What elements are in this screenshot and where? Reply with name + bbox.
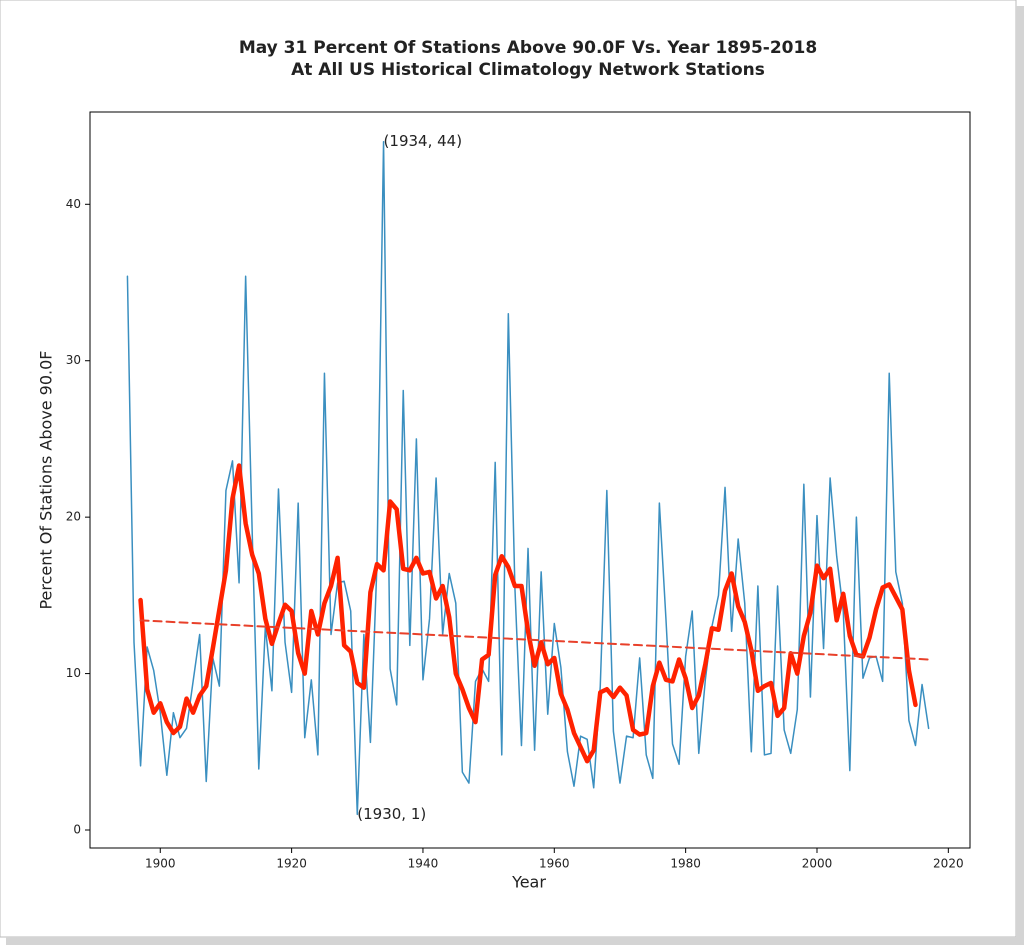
data-line — [139, 619, 930, 661]
y-tick-label: 30 — [66, 353, 81, 367]
x-axis-label: Year — [511, 873, 546, 892]
shadow — [1016, 6, 1024, 945]
data-line — [138, 463, 918, 764]
x-tick-label: 1900 — [145, 857, 176, 871]
x-tick-label: 1920 — [276, 857, 307, 871]
x-tick-label: 1960 — [539, 857, 570, 871]
y-tick-label: 40 — [66, 197, 81, 211]
chart-title: May 31 Percent Of Stations Above 90.0F V… — [239, 38, 817, 58]
y-tick-label: 20 — [66, 510, 81, 524]
x-tick-label: 1940 — [408, 857, 439, 871]
chart-subtitle: At All US Historical Climatology Network… — [291, 60, 765, 80]
shadow — [6, 937, 1024, 945]
y-axis-label: Percent Of Stations Above 90.0F — [37, 350, 56, 609]
x-tick-label: 2020 — [933, 857, 964, 871]
annotation: (1934, 44) — [384, 132, 463, 150]
annotation: (1930, 1) — [357, 805, 426, 823]
x-tick-label: 2000 — [802, 857, 833, 871]
y-tick-label: 0 — [73, 823, 81, 837]
data-line — [126, 140, 930, 816]
plot-frame — [89, 111, 971, 849]
y-tick-label: 10 — [66, 666, 81, 680]
x-tick-label: 1980 — [670, 857, 701, 871]
